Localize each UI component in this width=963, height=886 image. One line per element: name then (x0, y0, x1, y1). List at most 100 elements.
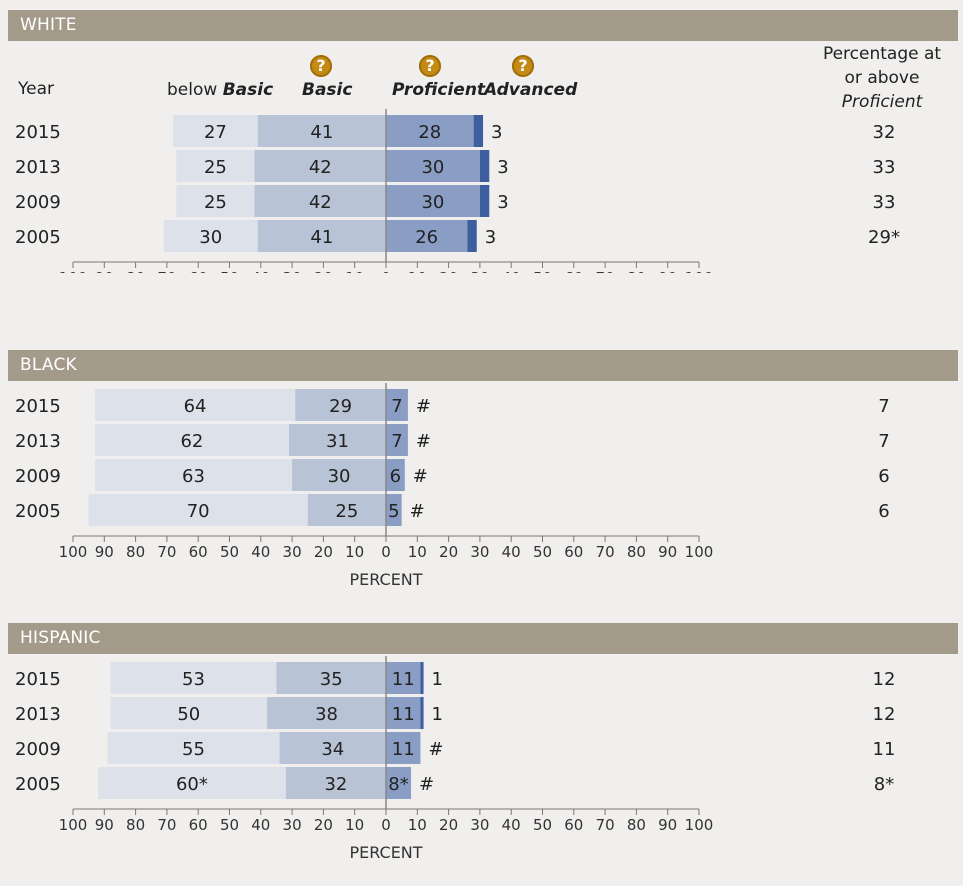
bar-basic (279, 732, 386, 764)
below-basic-label: 55 (182, 739, 205, 760)
at-or-above-proficient-label: 11 (873, 739, 896, 760)
proficient-label: 7 (391, 431, 402, 452)
x-axis: 1009080706050403020100102030405060708090… (59, 261, 714, 273)
at-or-above-proficient-label: 6 (878, 501, 889, 522)
x-tick-label: 80 (627, 816, 646, 834)
x-tick-label: 50 (220, 816, 239, 834)
x-tick-label: 60 (564, 816, 583, 834)
section-white: WHITE Year below Basic Basic? Proficient? Adv… (0, 0, 963, 273)
x-tick-label: 70 (157, 269, 176, 273)
advanced-label: # (413, 466, 428, 487)
below-basic-label: 63 (182, 466, 205, 487)
bar-row-2009: 2009 63 30 6 #6 (15, 459, 890, 491)
bar-basic (267, 697, 386, 729)
x-tick-label: 50 (220, 543, 239, 561)
x-tick-label: 60 (564, 543, 583, 561)
x-axis-label: PERCENT (349, 843, 422, 862)
below-basic-label: 64 (184, 396, 207, 417)
x-tick-label: 60 (189, 543, 208, 561)
x-tick-label: 90 (95, 269, 114, 273)
bar-row-2015: 2015 64 29 7 #7 (15, 389, 890, 421)
x-tick-label: 80 (627, 543, 646, 561)
x-tick-label: 70 (157, 816, 176, 834)
below-basic-label: 27 (204, 122, 227, 143)
proficient-label: 11 (392, 739, 415, 760)
x-tick-label: 100 (685, 816, 714, 834)
advanced-label: 3 (485, 227, 496, 248)
x-tick-label: 20 (314, 269, 333, 273)
advanced-label: # (416, 431, 431, 452)
year-label: 2005 (15, 501, 61, 522)
x-tick-label: 60 (189, 269, 208, 273)
x-tick-label: 40 (502, 269, 521, 273)
bar-proficient (386, 494, 402, 526)
x-tick-label: 30 (283, 816, 302, 834)
x-tick-label: 80 (126, 269, 145, 273)
below-basic-label: 53 (182, 669, 205, 690)
x-tick-label: 70 (596, 269, 615, 273)
year-label: 2005 (15, 774, 61, 795)
year-label: 2009 (15, 192, 61, 213)
basic-label: 38 (315, 704, 338, 725)
below-basic-label: 30 (199, 227, 222, 248)
basic-help-icon[interactable]: ? (310, 55, 332, 77)
year-label: 2015 (15, 396, 61, 417)
proficient-header: Proficient (392, 80, 486, 100)
percentage-header: Percentage at or above Proficient (804, 42, 960, 114)
bar-basic (254, 150, 386, 182)
bar-advanced (479, 185, 490, 217)
bar-below-basic (163, 220, 258, 252)
bar-below-basic (88, 494, 308, 526)
bar-row-2005: 2005 70 25 5 #6 (15, 494, 890, 526)
bar-below-basic (107, 732, 280, 764)
x-tick-label: 10 (345, 269, 364, 273)
basic-label: 34 (321, 739, 344, 760)
proficient-label: 28 (418, 122, 441, 143)
bar-basic (285, 767, 386, 799)
bar-row-2005: 2005 30 41 26 3 29* (15, 220, 900, 252)
x-tick-label: 90 (95, 543, 114, 561)
x-tick-label: 80 (627, 269, 646, 273)
advanced-help-icon[interactable]: ? (512, 55, 534, 77)
at-or-above-proficient-label: 6 (878, 466, 889, 487)
below-basic-header: below Basic (167, 80, 274, 100)
x-tick-label: 90 (95, 816, 114, 834)
x-tick-label: 100 (685, 269, 714, 273)
proficient-label: 30 (421, 157, 444, 178)
section-title: HISPANIC (8, 623, 958, 654)
basic-label: 31 (326, 431, 349, 452)
bar-proficient (386, 697, 421, 729)
bar-basic (254, 185, 386, 217)
proficient-label: 8* (388, 774, 408, 795)
x-tick-label: 90 (658, 543, 677, 561)
x-tick-label: 70 (596, 543, 615, 561)
bar-basic (288, 424, 386, 456)
bar-below-basic (173, 115, 258, 147)
proficient-help-icon[interactable]: ? (419, 55, 441, 77)
x-axis-label: PERCENT (349, 570, 422, 589)
x-tick-label: 30 (470, 543, 489, 561)
x-tick-label: 20 (439, 816, 458, 834)
x-tick-label: 50 (220, 269, 239, 273)
bar-basic (257, 220, 386, 252)
proficient-label: 6 (390, 466, 401, 487)
section-title: BLACK (8, 350, 958, 381)
basic-label: 30 (328, 466, 351, 487)
bar-advanced (473, 115, 484, 147)
bar-basic (276, 662, 386, 694)
basic-label: 42 (309, 157, 332, 178)
percentage-header-line: Percentage at (822, 44, 942, 64)
bar-below-basic (176, 185, 255, 217)
proficient-label: 11 (392, 669, 415, 690)
x-tick-label: 70 (157, 543, 176, 561)
bar-basic (292, 459, 386, 491)
bar-below-basic (94, 389, 296, 421)
advanced-label: # (416, 396, 431, 417)
x-tick-label: 10 (345, 543, 364, 561)
below-basic-label: 70 (187, 501, 210, 522)
advanced-label: 1 (432, 669, 443, 690)
section-black: BLACK 2015 64 29 7 #7 2013 62 31 7 #7 2009 63 30 6 #6 20… (0, 340, 963, 613)
at-or-above-proficient-label: 29* (868, 227, 900, 248)
